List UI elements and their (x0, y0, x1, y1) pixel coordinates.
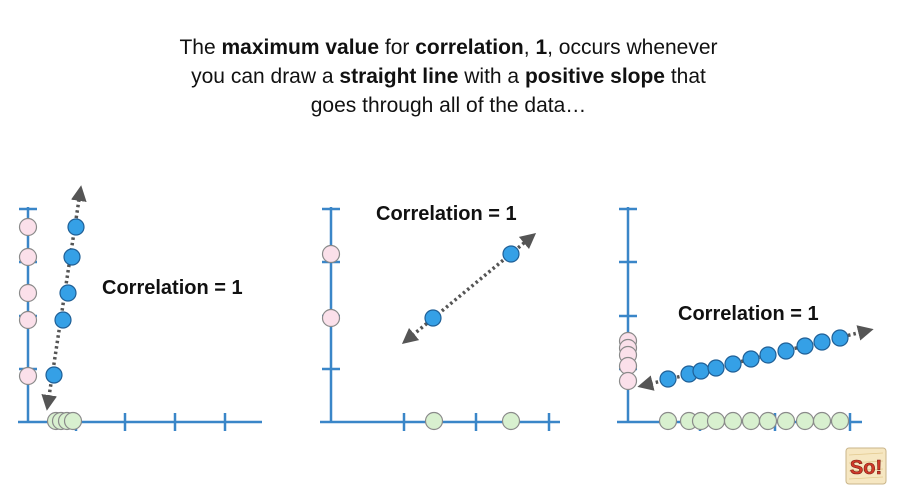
caption-line-3: goes through all of the data… (310, 94, 587, 117)
statquest-logo-icon: So! (845, 447, 887, 485)
caption-text: The (179, 36, 222, 59)
panel-3-x-marginals (658, 411, 850, 431)
panel-1-data-points (45, 218, 85, 384)
panel-2-trend-line (401, 232, 537, 345)
panel-2-y-marginals (321, 244, 341, 328)
caption-text: with a (458, 65, 525, 88)
caption-line-2: you can draw a straight line with a posi… (0, 62, 897, 91)
panel-2: Correlation = 1 (320, 203, 560, 431)
caption-bold: 1 (535, 36, 548, 59)
panel-2-correlation-label: Correlation = 1 (376, 203, 517, 225)
panel-3-y-marginals (618, 331, 638, 391)
panel-2-x-marginals (424, 411, 521, 431)
caption-text: for (379, 36, 416, 59)
caption-bold: maximum value (221, 36, 380, 59)
caption-bold: positive slope (524, 65, 665, 88)
panel-3: Correlation = 1 (617, 207, 874, 431)
caption-text: , (523, 36, 536, 59)
panel-3-data-points (659, 329, 849, 388)
panel-1: Correlation = 1 (18, 185, 262, 431)
caption-text: , occurs whenever (547, 36, 718, 59)
caption: The maximum value for correlation, 1, oc… (0, 33, 897, 120)
panel-1-correlation-label: Correlation = 1 (102, 277, 243, 299)
caption-line-1: The maximum value for correlation, 1, oc… (0, 33, 897, 62)
caption-bold: straight line (339, 65, 459, 88)
panel-3-correlation-label: Correlation = 1 (678, 303, 819, 325)
caption-text: you can draw a (191, 65, 340, 88)
panel-2-data-points (424, 245, 520, 327)
caption-bold: correlation (415, 36, 524, 59)
caption-text: that (665, 65, 706, 88)
logo-text: So! (850, 457, 882, 479)
panel-1-x-marginals (46, 411, 83, 431)
panel-1-y-marginals (18, 217, 38, 386)
